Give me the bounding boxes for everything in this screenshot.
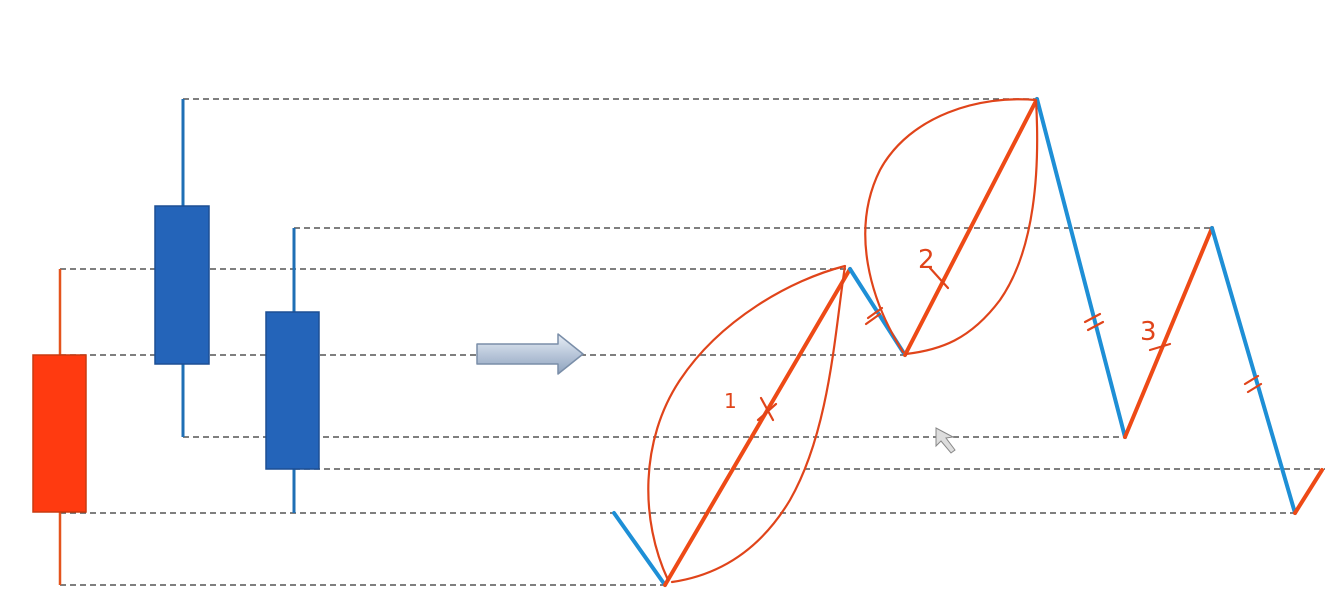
- zigzag-segment-up-2: [903, 97, 1039, 357]
- zigzag-segment-up-4: [1293, 468, 1324, 515]
- candle-2-body: [154, 205, 210, 365]
- tick-segment-1: [756, 396, 778, 422]
- tick-segment-2: [928, 266, 950, 290]
- zigzag-segment-down-0: [612, 511, 667, 587]
- candle-1: [32, 269, 87, 585]
- tick-down-1: [864, 306, 884, 326]
- zigzag-segment-down-2: [1035, 97, 1127, 439]
- mouse-pointer-icon: [935, 427, 956, 454]
- loop-2: [864, 98, 1039, 356]
- zigzag-segment-up-3: [1123, 226, 1214, 439]
- guide-lines: [60, 98, 1325, 586]
- annotation-label-3: 3: [1140, 317, 1157, 347]
- zigzag-path: [612, 97, 1324, 587]
- right-arrow-icon: [476, 333, 584, 375]
- loop-1: [647, 264, 847, 584]
- tick-down-3: [1243, 374, 1263, 394]
- zigzag-segment-down-3: [1210, 226, 1297, 515]
- handwritten-annotations: 1 2 3: [647, 98, 1263, 584]
- candle-3: [265, 228, 320, 513]
- annotation-label-1: 1: [724, 389, 737, 413]
- tick-down-2: [1083, 312, 1105, 332]
- annotation-label-2: 2: [918, 245, 935, 275]
- tick-segment-3: [1148, 342, 1172, 352]
- candle-3-body: [265, 311, 320, 470]
- candle-2: [154, 99, 210, 437]
- zigzag-segment-up-1: [663, 267, 852, 587]
- candle-1-body: [32, 354, 87, 513]
